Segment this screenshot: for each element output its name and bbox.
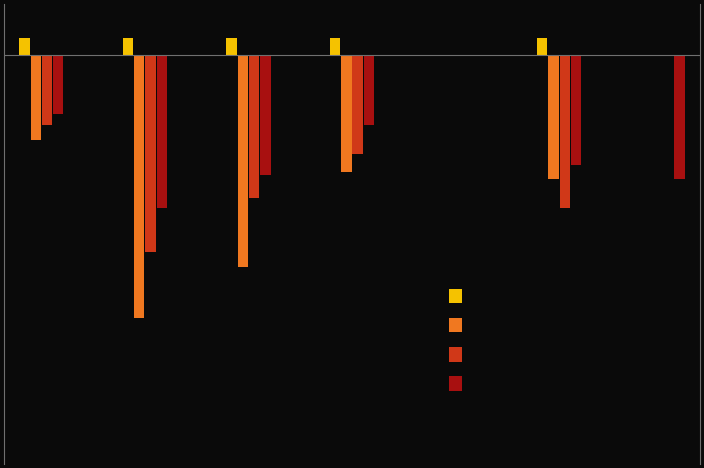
Bar	[19, 38, 30, 55]
Bar	[260, 55, 270, 175]
Bar	[122, 38, 133, 55]
Bar	[330, 38, 340, 55]
Bar	[42, 55, 52, 125]
Bar	[145, 55, 156, 252]
Bar	[226, 38, 237, 55]
Bar	[449, 347, 462, 362]
Bar	[53, 55, 63, 114]
Bar	[353, 55, 363, 154]
Bar	[449, 376, 462, 391]
Bar	[157, 55, 167, 208]
Bar	[548, 55, 559, 179]
Bar	[238, 55, 248, 267]
Bar	[30, 55, 41, 140]
Bar	[364, 55, 374, 125]
Bar	[674, 55, 685, 179]
Bar	[537, 38, 547, 55]
Bar	[571, 55, 582, 165]
Bar	[560, 55, 570, 208]
Bar	[249, 55, 259, 198]
Bar	[341, 55, 351, 172]
Bar	[449, 318, 462, 332]
Bar	[449, 289, 462, 303]
Bar	[134, 55, 144, 318]
